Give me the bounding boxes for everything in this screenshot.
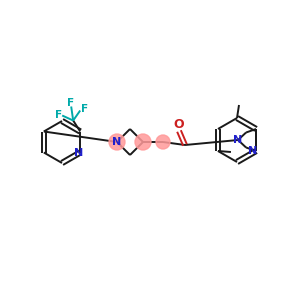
Text: F: F: [55, 110, 62, 121]
Circle shape: [109, 134, 125, 150]
Text: N: N: [248, 146, 258, 156]
Text: N: N: [112, 137, 122, 147]
Text: N: N: [233, 135, 243, 145]
Text: F: F: [67, 98, 74, 107]
Text: N: N: [74, 148, 83, 158]
Text: O: O: [174, 118, 184, 131]
Circle shape: [156, 135, 170, 149]
Text: F: F: [81, 103, 88, 113]
Circle shape: [135, 134, 151, 150]
